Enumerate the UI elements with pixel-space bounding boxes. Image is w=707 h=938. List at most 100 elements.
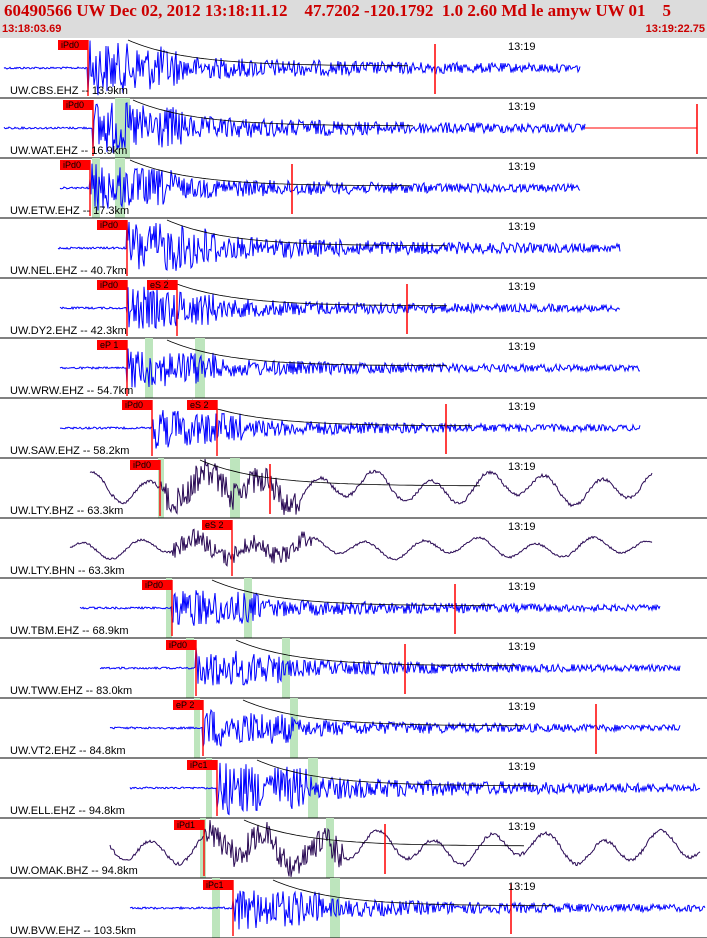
time-tick-label: 13:19 [508, 581, 536, 593]
time-tick-label: 13:19 [508, 821, 536, 833]
trace-row: iPd0 13:19 UW.LTY.BHZ -- 63.3km [0, 458, 707, 519]
coda-curve [132, 99, 414, 127]
station-label: UW.ELL.EHZ -- 94.8km [10, 805, 125, 817]
station-label: UW.OMAK.BHZ -- 94.8km [10, 865, 138, 877]
coda-curve [127, 39, 409, 67]
waveform-trace [79, 590, 661, 626]
trace-row: iPd1 13:19 UW.OMAK.BHZ -- 94.8km [0, 818, 707, 879]
waveform-trace [89, 458, 653, 515]
time-tick-label: 13:19 [508, 701, 536, 713]
analysis-window [326, 818, 334, 878]
p-pick-box [97, 340, 127, 350]
p-pick-box [122, 400, 152, 410]
station-label: UW.WRW.EHZ -- 54.7km [10, 385, 133, 397]
coda-curve [191, 399, 473, 427]
analysis-window [145, 338, 153, 398]
p-pick-label: iPd0 [66, 100, 84, 110]
p-pick-label: iPd0 [100, 280, 118, 290]
station-label: UW.LTY.BHZ -- 63.3km [10, 505, 123, 517]
waveform-trace [129, 762, 701, 816]
trace-row: iPd0 13:19 UW.CBS.EHZ -- 13.9km [0, 39, 707, 99]
analysis-window [290, 698, 298, 758]
p-pick-box [203, 880, 233, 890]
analysis-window [206, 758, 212, 818]
time-tick-label: 13:19 [508, 401, 536, 413]
trace-row: iPc1 13:19 UW.ELL.EHZ -- 94.8km [0, 758, 707, 819]
trace-row: iPd0 eS 2 13:19 UW.DY2.EHZ -- 42.3km [0, 279, 707, 339]
p-pick-label: iPc1 [206, 880, 224, 890]
analysis-window [158, 458, 164, 518]
station-label: UW.ETW.EHZ -- 17.3km [10, 205, 129, 217]
time-start-label: 13:18:03.69 [2, 23, 62, 35]
time-tick-label: 13:19 [508, 41, 536, 53]
coda-curve [256, 759, 538, 787]
event-title: 60490566 UW Dec 02, 2012 13:18:11.12 47.… [4, 1, 672, 20]
waveform-trace [109, 819, 701, 877]
p-pick-box [174, 820, 204, 830]
time-tick-label: 13:19 [508, 461, 536, 473]
time-tick-label: 13:19 [508, 641, 536, 653]
analysis-window [115, 158, 125, 218]
waveform-trace [59, 410, 641, 449]
p-pick-label: eP 2 [176, 700, 194, 710]
trace-row: iPd0 13:19 UW.TWW.EHZ -- 83.0km [0, 638, 707, 699]
p-pick-box [97, 280, 127, 290]
coda-curve [243, 819, 525, 847]
coda-curve [166, 219, 448, 247]
trace-row: eP 2 13:19 UW.VT2.EHZ -- 84.8km [0, 698, 707, 759]
coda-curve [242, 699, 524, 727]
p-pick-label: eP 1 [100, 340, 118, 350]
time-tick-label: 13:19 [508, 761, 536, 773]
p-pick-box [60, 160, 90, 170]
waveform-trace [3, 102, 586, 153]
p-pick-box [173, 700, 203, 710]
p-pick-label: iPd0 [125, 400, 143, 410]
station-label: UW.VT2.EHZ -- 84.8km [10, 745, 126, 757]
p-pick-box [130, 460, 160, 470]
station-label: UW.NEL.EHZ -- 40.7km [10, 265, 127, 277]
waveform-trace [57, 220, 621, 271]
trace-row: eS 2 13:19 UW.LTY.BHN -- 63.3km [0, 520, 707, 579]
s-pick-box [147, 280, 177, 290]
p-pick-box [97, 220, 127, 230]
waveform-trace [59, 348, 641, 388]
header-bar: 60490566 UW Dec 02, 2012 13:18:11.12 47.… [0, 0, 707, 38]
time-end-label: 13:19:22.75 [645, 23, 705, 35]
coda-curve [129, 159, 411, 187]
analysis-window [330, 878, 340, 938]
coda-curve [199, 459, 481, 487]
coda-curve [166, 339, 448, 367]
p-pick-label: iPd0 [133, 460, 151, 470]
trace-row: iPd0 eS 2 13:19 UW.SAW.EHZ -- 58.2km [0, 399, 707, 459]
s-pick-box [202, 520, 232, 530]
p-pick-label: iPd0 [100, 220, 118, 230]
p-pick-label: iPd0 [169, 640, 187, 650]
time-tick-label: 13:19 [508, 521, 536, 533]
s-pick-label: eS 2 [150, 280, 169, 290]
p-pick-box [166, 640, 196, 650]
trace-row: iPd0 13:19 UW.WAT.EHZ -- 16.9km [0, 98, 707, 159]
time-tick-label: 13:19 [508, 281, 536, 293]
waveform-trace [3, 40, 581, 96]
station-label: UW.TWW.EHZ -- 83.0km [10, 685, 132, 697]
station-label: UW.CBS.EHZ -- 13.9km [10, 85, 128, 97]
trace-row: eP 1 13:19 UW.WRW.EHZ -- 54.7km [0, 338, 707, 399]
station-label: UW.DY2.EHZ -- 42.3km [10, 325, 127, 337]
station-label: UW.WAT.EHZ -- 16.9km [10, 145, 127, 157]
analysis-window [244, 578, 252, 638]
p-pick-box [58, 40, 88, 50]
coda-curve [235, 639, 517, 667]
p-pick-label: iPc1 [190, 760, 208, 770]
p-pick-label: iPd0 [63, 160, 81, 170]
coda-curve [166, 279, 448, 307]
time-tick-label: 13:19 [508, 101, 536, 113]
station-label: UW.LTY.BHN -- 63.3km [10, 565, 125, 577]
trace-row: iPd0 13:19 UW.ETW.EHZ -- 17.3km [0, 158, 707, 219]
coda-curve [272, 879, 554, 907]
station-label: UW.TBM.EHZ -- 68.9km [10, 625, 129, 637]
station-label: UW.BVW.EHZ -- 103.5km [10, 925, 136, 937]
time-tick-label: 13:19 [508, 881, 536, 893]
waveform-trace [69, 528, 653, 567]
time-tick-label: 13:19 [508, 341, 536, 353]
s-pick-box [187, 400, 217, 410]
